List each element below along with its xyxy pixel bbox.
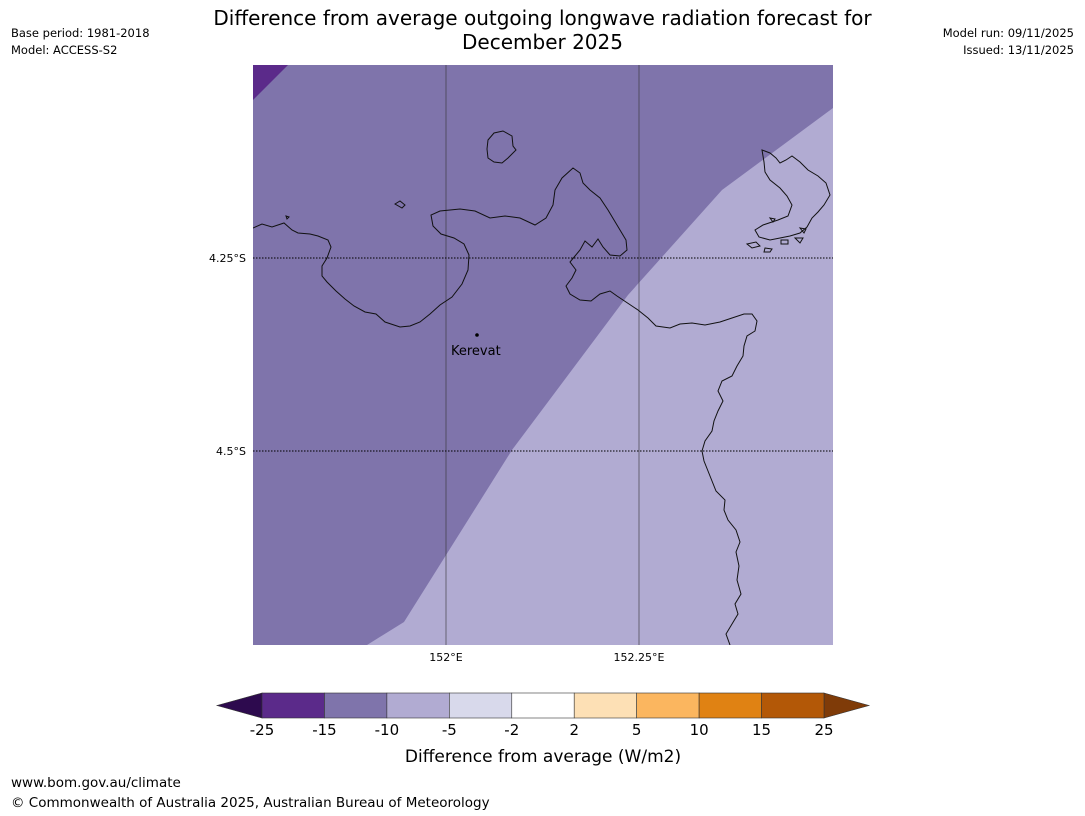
map-title-line2: December 2025 xyxy=(462,30,623,54)
map-title-line1: Difference from average outgoing longwav… xyxy=(213,6,872,30)
coastline-duke-of-york-islet-3 xyxy=(780,239,789,245)
legend-swatch-4 xyxy=(511,692,575,719)
coastline-duke-of-york-islet-5 xyxy=(798,227,807,234)
coastline-duke-of-york-islet-6 xyxy=(768,217,776,223)
legend-tick-label: -15 xyxy=(312,721,337,739)
legend-swatch-7 xyxy=(698,692,762,719)
anomaly-region-dark xyxy=(253,65,288,100)
coastline-duke-of-york-islet-4 xyxy=(793,237,804,244)
coastlines xyxy=(253,130,831,645)
coastline-small-islet-2 xyxy=(285,215,290,220)
legend-tick-label: 25 xyxy=(814,721,833,739)
base-period-text: Base period: 1981-2018 xyxy=(11,26,150,40)
legend-swatch-2 xyxy=(386,692,450,719)
legend-swatch-0 xyxy=(261,692,325,719)
legend-tick-label: 15 xyxy=(752,721,771,739)
footer-url: www.bom.gov.au/climate xyxy=(11,775,181,791)
legend-tick-label: -2 xyxy=(504,721,519,739)
lat-label-4-5s: 4.5°S xyxy=(216,445,246,458)
legend-tick-label: 5 xyxy=(632,721,642,739)
coastline-gazelle-peninsula xyxy=(253,167,758,645)
legend-tick-label: 10 xyxy=(690,721,709,739)
model-text: Model: ACCESS-S2 xyxy=(11,43,118,57)
legend-tick-label: -5 xyxy=(442,721,457,739)
coastline-watom-island xyxy=(486,130,517,164)
legend-extend-low xyxy=(215,692,263,719)
coastline-duke-of-york-islands xyxy=(754,149,831,241)
legend-swatch-5 xyxy=(573,692,637,719)
legend-extend-high xyxy=(823,692,871,719)
legend-swatch-3 xyxy=(449,692,513,719)
meta-left: Base period: 1981-2018 Model: ACCESS-S2 xyxy=(11,25,150,59)
lat-label-4-25s: 4.25°S xyxy=(209,252,246,265)
legend-tick-label: 2 xyxy=(569,721,579,739)
issued-text: Issued: 13/11/2025 xyxy=(963,43,1074,57)
lon-label-152-25e: 152.25°E xyxy=(614,651,665,664)
meta-right: Model run: 09/11/2025 Issued: 13/11/2025 xyxy=(943,25,1074,59)
coastline-small-islet-1 xyxy=(394,200,406,209)
map-area xyxy=(253,65,833,645)
legend-tick-label: -25 xyxy=(250,721,275,739)
model-run-text: Model run: 09/11/2025 xyxy=(942,26,1074,40)
legend-colorbar: -25 -15 -10 -5 -2 2 5 10 15 25 xyxy=(215,692,871,739)
legend-swatch-8 xyxy=(761,692,825,719)
footer-copyright: © Commonwealth of Australia 2025, Austra… xyxy=(11,795,490,811)
kerevat-marker xyxy=(475,333,479,337)
legend-title: Difference from average (W/m2) xyxy=(405,747,681,767)
legend-swatch-6 xyxy=(636,692,700,719)
legend-swatch-1 xyxy=(324,692,388,719)
kerevat-label: Kerevat xyxy=(451,344,501,359)
coastline-duke-of-york-islet-2 xyxy=(763,247,773,253)
lon-label-152e: 152°E xyxy=(429,651,462,664)
map-title: Difference from average outgoing longwav… xyxy=(0,6,1085,54)
anomaly-region-light xyxy=(367,108,833,645)
legend-tick-label: -10 xyxy=(375,721,400,739)
coastline-duke-of-york-islet-1 xyxy=(745,241,761,249)
